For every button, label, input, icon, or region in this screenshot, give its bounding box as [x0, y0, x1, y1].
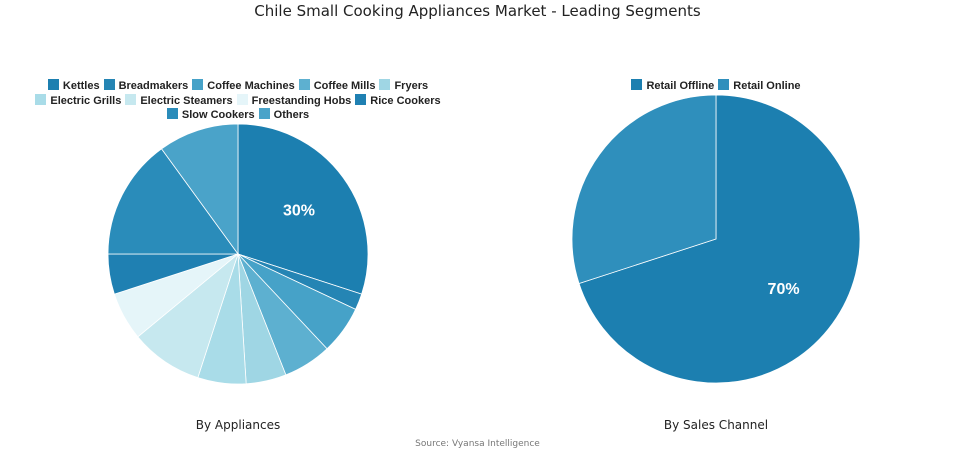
pie-slice-others	[161, 123, 239, 256]
legend-swatch	[379, 79, 391, 90]
legend-row: Slow Cookers Others	[8, 108, 468, 123]
legend-swatch	[355, 93, 367, 105]
legend-item-rice-cookers: Rice Cookers	[355, 93, 441, 109]
legend-item-coffee-machines: Coffee Machines	[192, 79, 295, 94]
appliances-legend: Kettles Breadmakers Coffee Machines Coffee …	[8, 79, 468, 123]
pie-slice-retail-online	[571, 94, 717, 285]
legend-label: Electric Grills	[50, 94, 122, 107]
legend-swatch	[47, 79, 59, 90]
legend-swatch	[35, 93, 47, 105]
legend-label: Slow Cookers	[181, 109, 255, 121]
sales-channel-pie-chart: 70%	[571, 94, 861, 384]
legend-swatch	[125, 93, 137, 105]
sales-channel-caption: By Sales Channel	[663, 418, 769, 432]
legend-item-slow-cookers: Slow Cookers	[166, 108, 255, 123]
legend-label: Rice Cookers	[370, 94, 441, 107]
legend-label: Retail Offline	[646, 80, 715, 92]
legend-swatch	[103, 79, 115, 90]
pie-slice-slow-cookers	[107, 148, 239, 255]
legend-label: Kettles	[62, 80, 100, 92]
legend-label: Breadmakers	[118, 80, 189, 92]
sales-channel-legend: Retail Offline Retail Online	[486, 79, 946, 94]
legend-item-kettles: Kettles	[47, 79, 100, 94]
appliances-caption: By Appliances	[195, 418, 281, 432]
legend-row: Retail Offline Retail Online	[486, 79, 946, 94]
legend-item-electric-steamers: Electric Steamers	[125, 93, 233, 109]
data-label-kettles: 30%	[283, 203, 315, 220]
legend-label: Others	[273, 109, 310, 121]
legend-row: Kettles Breadmakers Coffee Machines Coffee …	[8, 79, 468, 94]
pie-slice-retail-offline	[578, 94, 861, 384]
legend-row: Electric Grills Electric Steamers Freestan…	[8, 93, 468, 109]
legend-swatch	[631, 79, 643, 90]
legend-item-coffee-mills: Coffee Mills	[298, 79, 376, 94]
legend-label: Electric Steamers	[140, 94, 233, 107]
legend-item-retail-online: Retail Online	[718, 79, 801, 94]
legend-swatch	[258, 108, 270, 119]
source-note: Source: Vyansa Intelligence	[415, 439, 540, 449]
chart-title: Chile Small Cooking Appliances Market - …	[254, 2, 701, 20]
legend-swatch	[166, 108, 178, 119]
legend-item-breadmakers: Breadmakers	[103, 79, 189, 94]
pie-slice-kettles	[237, 123, 369, 295]
legend-item-others: Others	[258, 108, 310, 123]
legend-label: Coffee Mills	[313, 80, 376, 92]
legend-item-freestanding-hobs: Freestanding Hobs	[236, 93, 352, 109]
legend-swatch	[192, 79, 204, 90]
legend-swatch	[298, 79, 310, 90]
legend-item-fryers: Fryers	[379, 79, 428, 94]
appliances-pie-chart: 30%	[107, 123, 369, 385]
legend-item-electric-grills: Electric Grills	[35, 93, 122, 109]
legend-item-retail-offline: Retail Offline	[631, 79, 714, 94]
legend-swatch	[236, 93, 248, 105]
legend-label: Fryers	[394, 80, 429, 92]
legend-swatch	[718, 79, 730, 90]
data-label-retail-offline: 70%	[768, 281, 800, 298]
legend-label: Retail Online	[733, 80, 801, 92]
legend-label: Freestanding Hobs	[251, 94, 352, 107]
legend-label: Coffee Machines	[207, 80, 295, 92]
